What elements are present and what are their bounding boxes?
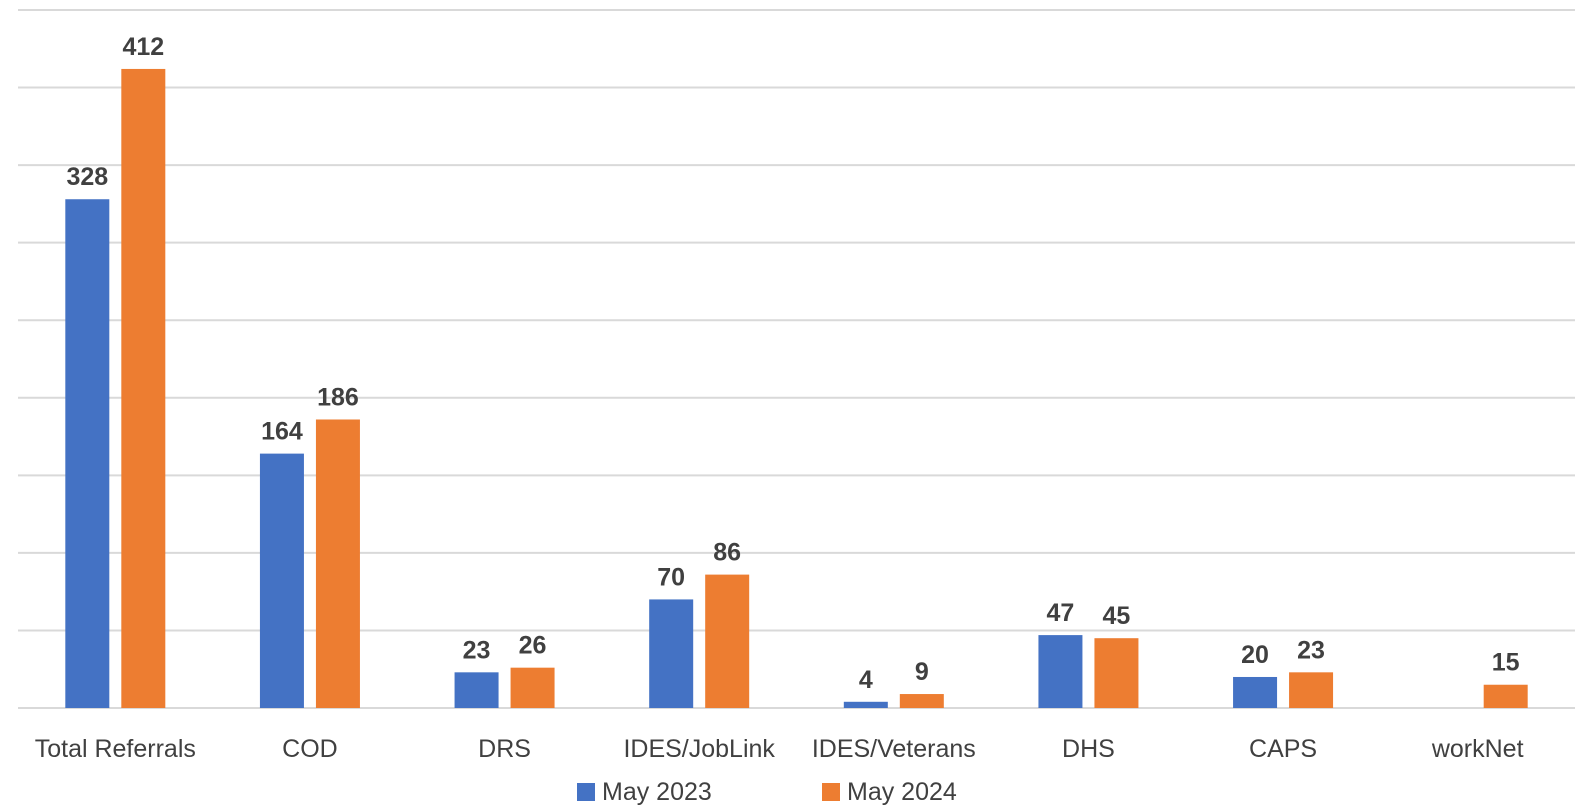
data-label: 15 (1492, 649, 1520, 677)
category-tick-label: workNet (1431, 735, 1524, 763)
data-label: 4 (859, 666, 873, 694)
data-label: 164 (261, 418, 303, 446)
bar-may-2024-worknet (1483, 684, 1528, 708)
bar-may-2023-ides-joblink (649, 599, 694, 708)
data-label: 45 (1103, 602, 1131, 630)
bar-may-2024-dhs (1094, 638, 1139, 708)
data-label: 70 (657, 563, 685, 591)
legend: May 2023 May 2024 (577, 778, 957, 806)
data-label: 20 (1241, 641, 1269, 669)
category-tick-label: COD (282, 735, 338, 763)
bar-may-2023-cod (259, 453, 304, 708)
bar-may-2024-total-referrals (121, 68, 166, 709)
category-tick-label: DHS (1062, 735, 1115, 763)
bar-may-2024-ides-joblink (705, 574, 750, 708)
bar-may-2023-drs (454, 672, 499, 708)
bar-may-2024-ides-veterans (899, 694, 944, 708)
category-tick-label: IDES/JobLink (623, 735, 775, 763)
category-tick-label: Total Referrals (35, 735, 196, 763)
bar-may-2024-drs (510, 667, 555, 708)
bar-may-2024-caps (1289, 672, 1334, 708)
data-label: 328 (66, 163, 108, 191)
data-label: 186 (317, 383, 359, 411)
bar-may-2023-dhs (1038, 635, 1083, 708)
category-tick-label: CAPS (1249, 735, 1317, 763)
gridlines (18, 9, 1575, 709)
data-label: 23 (463, 636, 491, 664)
data-label: 86 (713, 539, 741, 567)
category-tick-label: DRS (478, 735, 531, 763)
bars (65, 68, 1528, 709)
legend-entry: May 2024 (847, 778, 957, 806)
legend-entry: May 2023 (602, 778, 712, 806)
bar-may-2023-total-referrals (65, 199, 110, 709)
legend-swatch (577, 783, 595, 801)
category-labels: Total Referrals COD DRS IDES/JobLink IDES/Ve… (35, 735, 1524, 763)
data-label: 47 (1047, 599, 1075, 627)
legend-swatch (822, 783, 840, 801)
bar-may-2024-cod (315, 419, 360, 708)
data-label: 9 (915, 658, 929, 686)
data-label: 23 (1297, 636, 1325, 664)
bar-may-2023-caps (1233, 676, 1278, 708)
category-tick-label: IDES/Veterans (812, 735, 976, 763)
data-label: 412 (122, 33, 164, 61)
bar-may-2023-ides-veterans (843, 701, 888, 708)
data-label: 26 (519, 632, 547, 660)
